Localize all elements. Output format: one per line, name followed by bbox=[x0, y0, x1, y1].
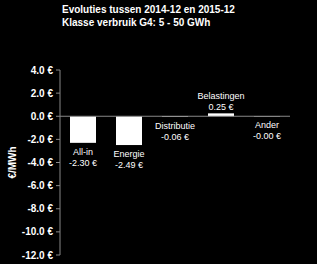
y-tick-label: 4.0 € bbox=[31, 65, 54, 76]
category-label: Distributie bbox=[155, 121, 195, 131]
data-label: -0.06 € bbox=[161, 132, 189, 142]
y-tick bbox=[56, 255, 60, 256]
category-label: Energie bbox=[113, 149, 144, 159]
data-label: -2.49 € bbox=[115, 160, 143, 170]
y-tick-label: 2.0 € bbox=[31, 88, 54, 99]
y-tick bbox=[56, 139, 60, 140]
y-tick bbox=[56, 93, 60, 94]
y-tick bbox=[56, 231, 60, 232]
category-label: All-in bbox=[73, 147, 93, 157]
title: Evoluties tussen 2014-12 en 2015-12 bbox=[62, 4, 235, 15]
category-label: Belastingen bbox=[197, 91, 244, 101]
y-tick-label: -8.0 € bbox=[27, 203, 53, 214]
y-tick-label: -10.0 € bbox=[22, 226, 54, 237]
category-label: Ander bbox=[255, 120, 279, 130]
zero-line bbox=[60, 116, 290, 117]
y-tick-label: -6.0 € bbox=[27, 180, 53, 191]
data-label: 0.25 € bbox=[208, 102, 233, 112]
y-tick bbox=[56, 70, 60, 71]
chart-svg: Evoluties tussen 2014-12 en 2015-12 Klass… bbox=[0, 0, 317, 264]
background bbox=[0, 0, 317, 264]
chart-root: Evoluties tussen 2014-12 en 2015-12 Klass… bbox=[0, 0, 317, 264]
data-label: -0.00 € bbox=[253, 131, 281, 141]
bars bbox=[70, 113, 280, 145]
subtitle: Klasse verbruik G4: 5 - 50 GWh bbox=[62, 17, 210, 28]
y-tick bbox=[56, 185, 60, 186]
data-label: -2.30 € bbox=[69, 158, 97, 168]
y-tick-label: -4.0 € bbox=[27, 157, 53, 168]
bar bbox=[116, 116, 142, 145]
y-tick bbox=[56, 162, 60, 163]
y-tick-label: 0.0 € bbox=[31, 111, 54, 122]
y-axis-label: €/MWh bbox=[7, 146, 18, 178]
bar bbox=[70, 116, 96, 143]
y-tick bbox=[56, 208, 60, 209]
y-tick-label: -12.0 € bbox=[22, 250, 54, 261]
y-tick-label: -2.0 € bbox=[27, 134, 53, 145]
y-tick bbox=[56, 116, 60, 117]
